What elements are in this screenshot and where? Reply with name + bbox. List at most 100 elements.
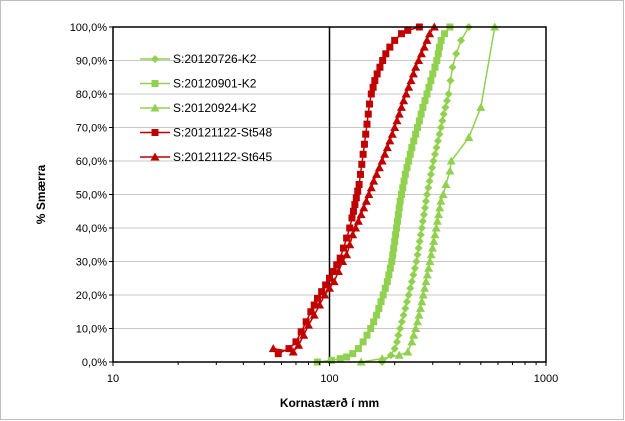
data-point <box>367 90 375 98</box>
data-point <box>410 137 418 145</box>
data-point <box>325 283 334 292</box>
data-point <box>393 217 401 225</box>
data-point <box>431 63 439 71</box>
data-point <box>320 290 330 299</box>
data-point <box>351 201 359 209</box>
data-point <box>377 156 387 165</box>
data-point <box>397 30 405 38</box>
legend-item: S:20120901-K2 <box>140 77 257 91</box>
data-point <box>448 63 457 72</box>
series-2 <box>313 23 454 366</box>
data-point <box>371 77 379 85</box>
data-point <box>433 136 442 145</box>
data-point <box>362 130 370 138</box>
data-point <box>336 254 344 262</box>
data-point <box>457 36 466 45</box>
data-point <box>394 109 404 118</box>
data-point <box>304 320 314 329</box>
data-point <box>413 317 423 326</box>
data-point <box>420 283 430 292</box>
data-point <box>359 203 369 212</box>
data-point <box>446 76 455 85</box>
data-point <box>354 187 362 195</box>
legend: S:20120726-K2 S:20120901-K2 S:20120924-K2 S… <box>140 52 273 164</box>
data-point <box>299 330 309 339</box>
data-point <box>441 30 449 38</box>
y-tick-label: 60,0% <box>76 156 107 168</box>
data-point <box>394 350 404 359</box>
legend-label: S:20121122-St645 <box>173 150 273 164</box>
data-point <box>377 298 385 306</box>
data-point <box>417 224 426 232</box>
data-point <box>409 270 418 279</box>
data-point <box>446 156 456 165</box>
data-point <box>396 197 404 205</box>
data-point <box>390 244 398 252</box>
data-point <box>390 123 400 131</box>
data-point <box>419 103 427 111</box>
data-point <box>409 330 419 339</box>
data-point <box>433 57 441 64</box>
data-point <box>419 210 428 219</box>
data-point <box>424 183 433 192</box>
data-point <box>408 144 416 152</box>
data-point <box>392 337 401 346</box>
data-point <box>429 236 439 245</box>
data-point <box>356 170 364 178</box>
data-point <box>407 277 416 286</box>
data-point <box>401 304 410 313</box>
data-point <box>365 100 373 108</box>
data-point <box>441 103 450 112</box>
data-point <box>421 197 430 206</box>
data-point <box>354 345 362 353</box>
data-point <box>346 224 354 232</box>
y-tick-label: 50,0% <box>76 190 107 202</box>
data-point <box>403 347 413 356</box>
data-point <box>435 43 443 51</box>
data-point <box>372 169 382 178</box>
data-point <box>428 163 437 172</box>
data-point <box>382 143 392 152</box>
data-point <box>415 117 423 125</box>
data-point <box>416 49 426 58</box>
data-point <box>436 123 445 132</box>
data-point <box>392 231 400 239</box>
data-point <box>425 29 435 38</box>
data-point <box>343 353 351 361</box>
data-point <box>430 150 439 159</box>
data-point <box>423 90 431 98</box>
data-point <box>417 110 425 118</box>
data-point <box>394 211 402 219</box>
data-point <box>288 347 298 356</box>
y-tick-label: 40,0% <box>76 223 107 235</box>
data-point <box>313 294 321 302</box>
data-point <box>410 264 419 273</box>
data-point <box>307 308 315 316</box>
data-point <box>425 177 434 186</box>
y-tick-label: 100,0% <box>70 22 108 34</box>
data-point <box>336 355 344 363</box>
y-tick-label: 80,0% <box>76 89 107 101</box>
data-point <box>415 237 424 246</box>
data-point <box>439 110 448 119</box>
data-point <box>434 50 442 58</box>
data-point <box>360 140 368 148</box>
legend-label: S:20120901-K2 <box>173 77 257 91</box>
data-point <box>292 338 300 346</box>
data-point <box>422 270 432 279</box>
data-point <box>406 76 416 85</box>
data-point <box>383 278 391 286</box>
data-point <box>355 180 363 188</box>
data-point <box>421 277 431 286</box>
data-point <box>406 150 414 158</box>
data-point <box>432 216 442 225</box>
data-point <box>432 143 441 152</box>
data-point <box>404 26 412 34</box>
data-point <box>369 176 379 185</box>
data-point <box>414 124 422 131</box>
legend-marker <box>151 55 159 63</box>
data-point <box>415 303 425 312</box>
data-point <box>370 318 378 326</box>
data-point <box>373 311 381 319</box>
data-point <box>435 130 444 139</box>
